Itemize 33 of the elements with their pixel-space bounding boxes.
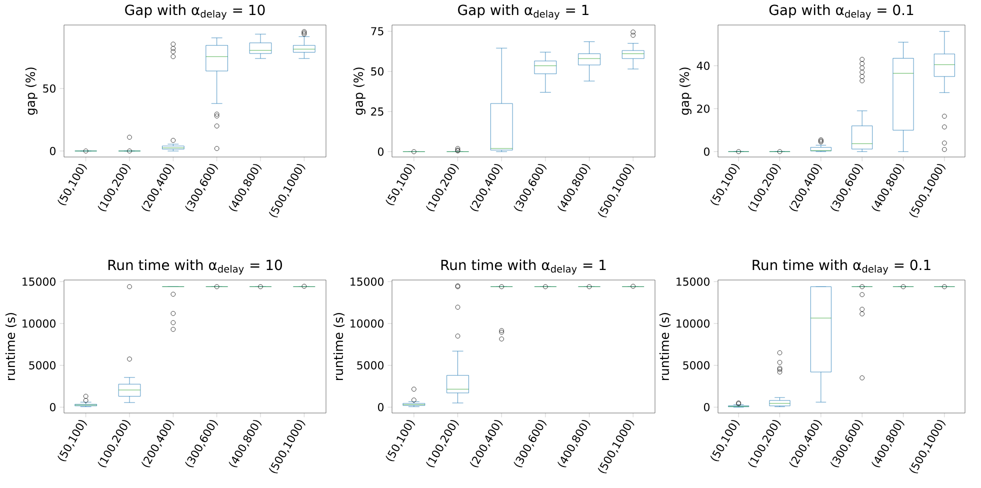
y-axis-title: gap (%): [353, 68, 366, 115]
y-tick-label: 5000: [29, 361, 56, 370]
y-tick-label: 50: [371, 67, 384, 76]
y-tick-label: 5000: [683, 361, 710, 370]
chart-title: Run time with α$_{delay}$ = 0.1: [752, 259, 930, 274]
y-tick-label: 0: [378, 403, 384, 412]
y-tick-label: 10000: [676, 319, 710, 328]
y-axis-title: runtime (s): [5, 312, 17, 380]
chart-title: Run time with α$_{delay}$ = 10: [108, 259, 282, 274]
y-axis-title: runtime (s): [333, 312, 345, 380]
y-tick-label: 0: [50, 403, 56, 412]
y-tick-label: 0: [378, 148, 384, 156]
y-tick-label: 0: [50, 146, 56, 156]
y-tick-label: 50: [43, 84, 56, 93]
y-tick-label: 25: [371, 107, 384, 116]
y-tick-label: 0: [704, 403, 710, 412]
y-axis-title: gap (%): [679, 68, 692, 115]
chart-title: Gap with α$_{delay}$ = 0.1: [769, 4, 914, 20]
y-axis-title: runtime (s): [659, 312, 671, 380]
y-tick-label: 75: [371, 27, 384, 36]
y-tick-label: 0: [704, 147, 710, 156]
y-tick-label: 15000: [350, 278, 384, 286]
y-tick-label: 15000: [676, 278, 710, 286]
y-tick-label: 20: [697, 104, 710, 113]
y-tick-label: 15000: [22, 278, 56, 286]
y-tick-label: 10000: [22, 319, 56, 328]
y-tick-label: 10000: [350, 319, 384, 328]
chart-title: Run time with α$_{delay}$ = 1: [441, 259, 606, 274]
chart-title: Gap with α$_{delay}$ = 1: [458, 4, 588, 20]
y-tick-label: 5000: [357, 361, 384, 370]
y-axis-title: gap (%): [25, 68, 38, 115]
y-tick-label: 40: [696, 62, 710, 70]
chart-title: Gap with α$_{delay}$ = 10: [125, 4, 265, 20]
